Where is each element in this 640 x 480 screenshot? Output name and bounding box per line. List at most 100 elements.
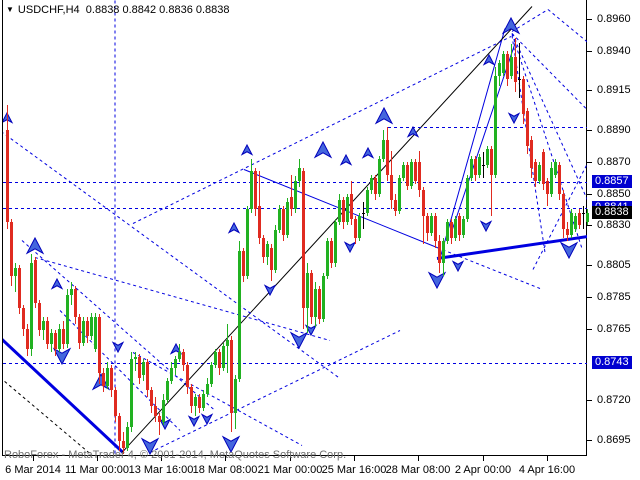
chart-plot-area[interactable] bbox=[2, 0, 587, 456]
candle bbox=[442, 241, 445, 263]
candle bbox=[510, 57, 513, 76]
candle bbox=[538, 165, 541, 181]
fractal-up-icon bbox=[482, 53, 496, 66]
candle bbox=[270, 248, 273, 270]
top-right-descending[interactable] bbox=[547, 9, 588, 43]
fractal-down-icon bbox=[187, 415, 201, 428]
candle bbox=[206, 384, 209, 394]
descending-channel-a[interactable] bbox=[21, 240, 216, 411]
candle bbox=[146, 362, 149, 390]
peak-fan-3[interactable] bbox=[511, 33, 583, 249]
candle bbox=[110, 368, 113, 390]
candle bbox=[54, 333, 57, 349]
steep-channel-left[interactable] bbox=[439, 28, 506, 259]
candle bbox=[422, 190, 425, 216]
price-axis-label: 0.8960 bbox=[597, 13, 631, 25]
price-axis-label: 0.8720 bbox=[597, 394, 631, 406]
candle bbox=[78, 317, 81, 343]
candle bbox=[406, 165, 409, 186]
candle bbox=[26, 329, 29, 349]
candle bbox=[70, 289, 73, 295]
candle bbox=[526, 111, 529, 146]
long-descending-projection[interactable] bbox=[1, 132, 341, 379]
candle bbox=[374, 178, 377, 194]
candle bbox=[338, 200, 341, 222]
thick-support-line[interactable] bbox=[436, 235, 588, 260]
candle bbox=[450, 222, 453, 238]
candle bbox=[102, 373, 105, 386]
time-axis-label: 21 Mar 00:00 bbox=[257, 464, 323, 476]
candle bbox=[562, 194, 565, 229]
time-axis-tick bbox=[290, 456, 291, 461]
candle bbox=[142, 362, 145, 375]
candle bbox=[114, 390, 117, 416]
descending-channel-b[interactable] bbox=[59, 310, 181, 431]
candle bbox=[258, 206, 261, 238]
candle bbox=[438, 241, 441, 263]
steep-channel-right[interactable] bbox=[451, 40, 517, 231]
candle bbox=[250, 171, 253, 209]
fractal-up-icon bbox=[339, 153, 353, 166]
pennant-lower[interactable] bbox=[149, 330, 401, 453]
candle bbox=[178, 352, 181, 359]
candle bbox=[262, 238, 265, 257]
candle-wick bbox=[519, 43, 520, 98]
candle bbox=[98, 317, 101, 373]
fractal-up-icon bbox=[313, 140, 333, 159]
candle bbox=[222, 346, 225, 368]
candle bbox=[186, 365, 189, 387]
title-symbol-period: USDCHF,H4 bbox=[17, 4, 80, 16]
symbol-dropdown-icon[interactable]: ▼ bbox=[6, 5, 14, 14]
candle bbox=[466, 178, 469, 219]
lower-channel-dashed[interactable] bbox=[0, 378, 110, 471]
time-axis-label: 25 Mar 16:00 bbox=[321, 464, 387, 476]
fractal-down-icon bbox=[200, 413, 214, 426]
candle-wick bbox=[491, 146, 492, 216]
forecast-up-line[interactable] bbox=[532, 159, 590, 270]
candle bbox=[414, 162, 417, 181]
fractal-down-icon bbox=[451, 260, 465, 273]
fractal-down-icon bbox=[140, 437, 160, 456]
candle bbox=[50, 333, 53, 344]
candle bbox=[234, 379, 237, 413]
rising-projection-to-peak[interactable] bbox=[132, 36, 512, 224]
candle bbox=[386, 140, 389, 175]
candle bbox=[490, 149, 493, 175]
main-uptrend-line[interactable] bbox=[121, 6, 533, 453]
candle bbox=[278, 209, 281, 230]
candle bbox=[390, 175, 393, 200]
candle-wick bbox=[583, 206, 584, 229]
fractal-down-icon bbox=[427, 271, 447, 290]
candle bbox=[310, 273, 313, 317]
fractal-up-icon bbox=[240, 143, 254, 156]
candle bbox=[498, 63, 501, 76]
peak-fan-1[interactable] bbox=[511, 33, 588, 111]
candle bbox=[334, 222, 337, 263]
fractal-down-icon bbox=[304, 324, 318, 337]
peak-fan-2[interactable] bbox=[511, 33, 590, 206]
neckline-extension[interactable] bbox=[436, 247, 541, 289]
candle bbox=[290, 197, 293, 209]
time-axis-tick bbox=[483, 456, 484, 461]
candle bbox=[42, 321, 45, 330]
pennant-upper[interactable] bbox=[132, 352, 303, 446]
price-axis-label: 0.8830 bbox=[597, 219, 631, 231]
price-axis-tick bbox=[587, 162, 592, 163]
candle bbox=[58, 329, 61, 349]
candle bbox=[426, 216, 429, 233]
candle bbox=[358, 216, 361, 238]
fractal-up-icon bbox=[374, 106, 394, 125]
time-axis-label: 2 Apr 00:00 bbox=[454, 464, 512, 476]
thick-downtrend-line[interactable] bbox=[0, 338, 125, 454]
candle bbox=[118, 416, 121, 441]
candle bbox=[10, 222, 13, 276]
candle bbox=[266, 244, 269, 257]
candle bbox=[170, 368, 173, 381]
peak-extension-up[interactable] bbox=[511, 9, 549, 32]
platform-watermark: RoboForex - MetaTrader 4, © 2001-2014, M… bbox=[4, 449, 347, 461]
fractal-up-icon bbox=[406, 125, 420, 138]
candle bbox=[322, 276, 325, 319]
candle bbox=[126, 427, 129, 448]
candle bbox=[14, 268, 17, 276]
chart-title: ▼ USDCHF,H4 0.8838 0.8842 0.8836 0.8838 bbox=[6, 4, 230, 16]
